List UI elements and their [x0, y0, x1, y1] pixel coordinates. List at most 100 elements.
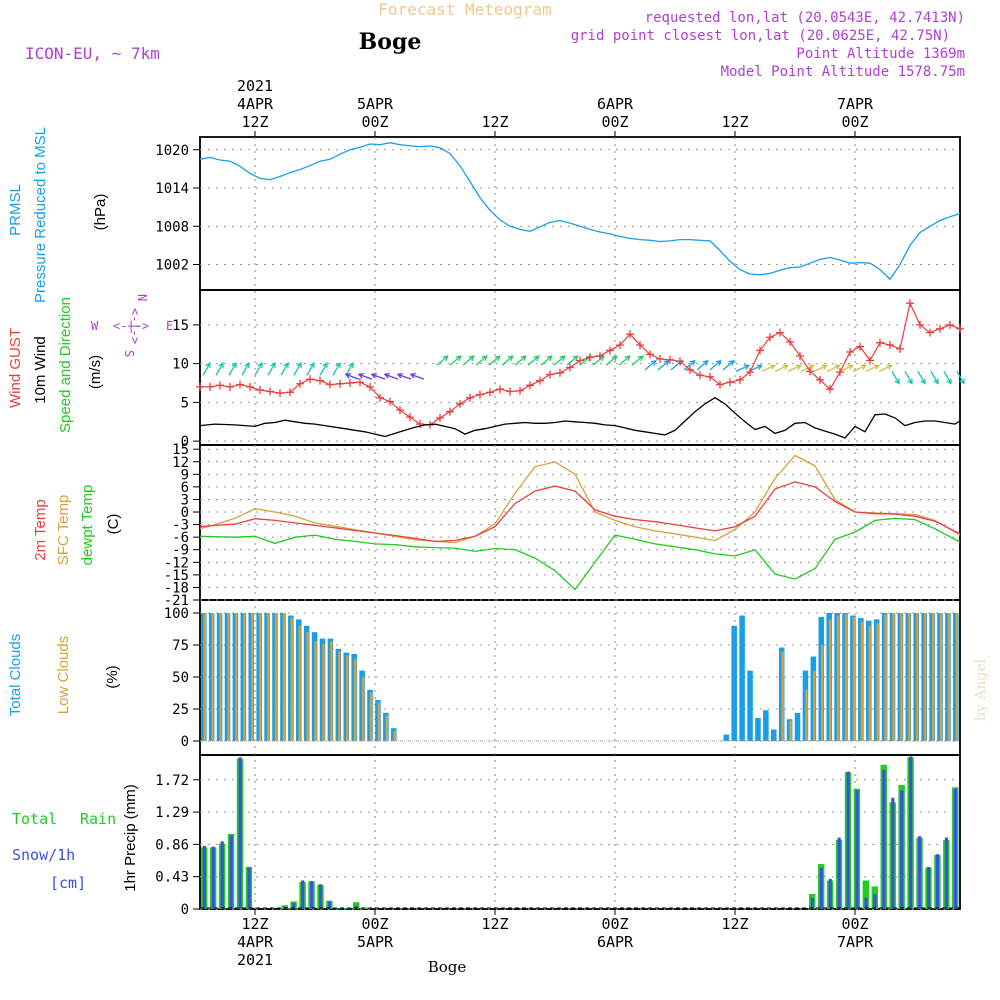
pressure-frame — [199, 136, 961, 291]
gust-markers — [196, 299, 964, 429]
snow-bar — [855, 790, 859, 909]
snow-bar — [819, 867, 823, 909]
gust-marker — [406, 413, 414, 422]
snow-bar — [953, 788, 957, 909]
wind-arrow — [501, 355, 514, 366]
wind-arrow — [865, 364, 879, 372]
temp-2m-label: 2m Temp — [32, 499, 49, 560]
y-tick-label: 0 — [181, 902, 189, 918]
precip-frame — [199, 754, 961, 910]
gust-marker — [746, 368, 754, 377]
wind-arrow — [553, 355, 566, 366]
time-tick-label: 7APR — [837, 933, 874, 951]
wind-arrow-head — [205, 361, 211, 369]
wind-arrow-head — [959, 378, 965, 385]
snow-bar — [837, 837, 841, 909]
precip-unit: 1hr Precip (mm) — [122, 784, 139, 892]
credit-watermark: by Angel — [973, 658, 989, 721]
snow-label: Snow/1h — [12, 846, 75, 864]
wind-arrow-head — [715, 359, 722, 366]
wind-arrow — [358, 373, 373, 380]
gust-marker — [726, 378, 734, 387]
temp-dewpt-label: dewpt Temp — [79, 485, 96, 566]
wind-arrow — [878, 364, 892, 372]
gust-marker — [236, 380, 244, 389]
gust-marker — [846, 348, 854, 356]
gust-marker — [326, 380, 334, 389]
low-clouds-bar — [884, 614, 887, 741]
low-clouds-bar — [282, 613, 286, 741]
y-tick-label: 1.72 — [155, 773, 189, 789]
time-tick-label: 00Z — [361, 915, 388, 933]
low-clouds-bar — [243, 613, 246, 741]
wind-arrow — [371, 373, 386, 380]
wind-gust-label: Wind GUST — [7, 328, 24, 408]
time-tick-label: 5APR — [357, 95, 394, 113]
wind-arrow — [527, 355, 540, 366]
wind-arrow-head — [357, 372, 364, 379]
pressure-panel: PRMSL Pressure Reduced to MSL (hPa) 1020… — [7, 127, 961, 303]
wind-arrow-head — [409, 372, 416, 379]
snow-bar — [882, 770, 886, 909]
wind-arrow-head — [283, 361, 289, 369]
wind-arrow-head — [468, 355, 475, 362]
gust-marker — [536, 376, 544, 385]
wind-arrow — [267, 362, 276, 376]
snow-bar — [310, 881, 314, 909]
dewpt-series-line — [199, 517, 961, 591]
wind-arrow-head — [481, 355, 488, 362]
gust-marker — [826, 385, 834, 394]
low-clouds-bar — [947, 613, 951, 741]
gust-marker — [626, 330, 634, 339]
time-tick-label: 4APR — [237, 933, 274, 951]
wind-arrow — [241, 362, 250, 376]
snow-bar — [828, 878, 832, 909]
time-tick-label: 12Z — [721, 915, 748, 933]
app-title: Forecast Meteogram — [378, 0, 551, 19]
wind-arrow — [345, 373, 360, 380]
gust-marker — [796, 351, 804, 360]
wind-arrow-head — [270, 361, 276, 369]
gust-marker — [776, 328, 784, 337]
low-clouds-bar — [955, 613, 958, 741]
low-clouds-bar — [892, 613, 895, 741]
wind-arrow-head — [348, 361, 354, 369]
low-clouds-bar — [251, 613, 254, 741]
time-tick-label: 4APR — [237, 95, 274, 113]
low-clouds-bar — [338, 651, 341, 741]
low-clouds-bar — [258, 613, 262, 741]
wind-arrow-head — [455, 355, 462, 362]
gust-marker — [956, 324, 964, 333]
wind-arrow-head — [533, 355, 540, 362]
gust-marker — [676, 357, 684, 366]
wind-arrow — [618, 355, 631, 366]
low-clouds-bar — [900, 613, 903, 741]
wind-arrow-head — [689, 359, 696, 366]
gust-marker — [366, 382, 374, 391]
snow-bar — [927, 866, 931, 909]
pressure-label-prmsl: PRMSL — [7, 184, 24, 236]
wind-arrow-head — [637, 355, 644, 362]
gust-marker — [346, 379, 354, 387]
wind-arrow — [761, 364, 775, 372]
low-clouds-bar — [377, 702, 381, 741]
time-tick-label: 00Z — [601, 915, 628, 933]
low-clouds-bar — [385, 715, 388, 741]
low-clouds-bar — [211, 613, 214, 741]
total-label: Total — [12, 810, 57, 828]
wind-arrow-head — [834, 364, 841, 370]
y-tick-label: 10 — [172, 357, 189, 373]
low-clouds-bar — [931, 613, 935, 741]
gust-marker — [706, 372, 714, 381]
wind-arrow — [345, 362, 354, 376]
gust-marker — [916, 320, 924, 329]
time-tick-label: 7APR — [837, 95, 874, 113]
gust-marker — [586, 353, 594, 362]
time-tick-label: 00Z — [841, 113, 868, 131]
model-altitude: Model Point Altitude 1578.75m — [721, 64, 965, 80]
low-clouds-bar — [836, 615, 840, 741]
y-tick-label: 0.86 — [155, 837, 189, 853]
